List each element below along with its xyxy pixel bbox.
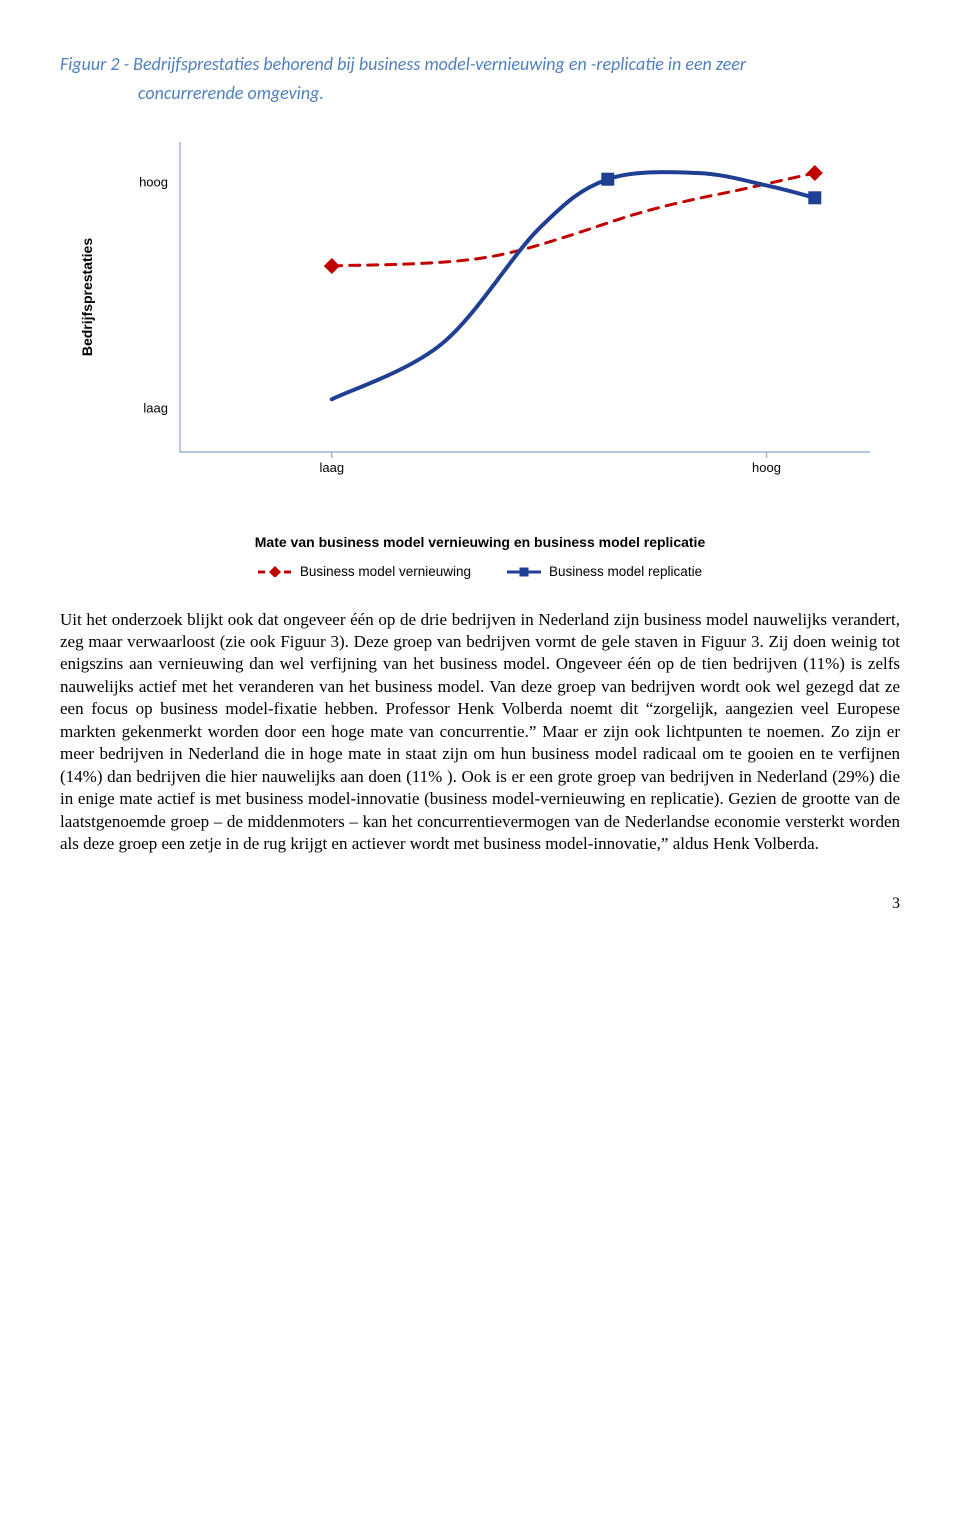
svg-text:laag: laag [143,400,168,415]
legend-label: Business model replicatie [549,564,702,579]
svg-text:laag: laag [320,460,345,475]
figure-caption-line1: Figuur 2 - Bedrijfsprestaties behorend b… [60,53,746,75]
chart-container: laag hoog laag hoog Bedrijfsprestaties [70,132,890,512]
performance-chart: laag hoog laag hoog Bedrijfsprestaties [70,132,890,512]
x-axis-title: Mate van business model vernieuwing en b… [60,534,900,550]
legend-item: Business model replicatie [507,564,702,579]
svg-text:hoog: hoog [139,174,168,189]
legend-label: Business model vernieuwing [300,564,471,579]
page-number: 3 [60,895,900,913]
legend-item: Business model vernieuwing [258,564,471,579]
chart-legend: Business model vernieuwing Business model… [60,564,900,579]
svg-text:hoog: hoog [752,460,781,475]
figure-caption-line2: concurrerende omgeving. [60,79,900,108]
svg-text:Bedrijfsprestaties: Bedrijfsprestaties [79,237,95,355]
figure-caption: Figuur 2 - Bedrijfsprestaties behorend b… [60,50,900,108]
diamond-icon [258,565,292,577]
square-icon [507,565,541,577]
body-paragraph: Uit het onderzoek blijkt ook dat ongevee… [60,609,900,856]
